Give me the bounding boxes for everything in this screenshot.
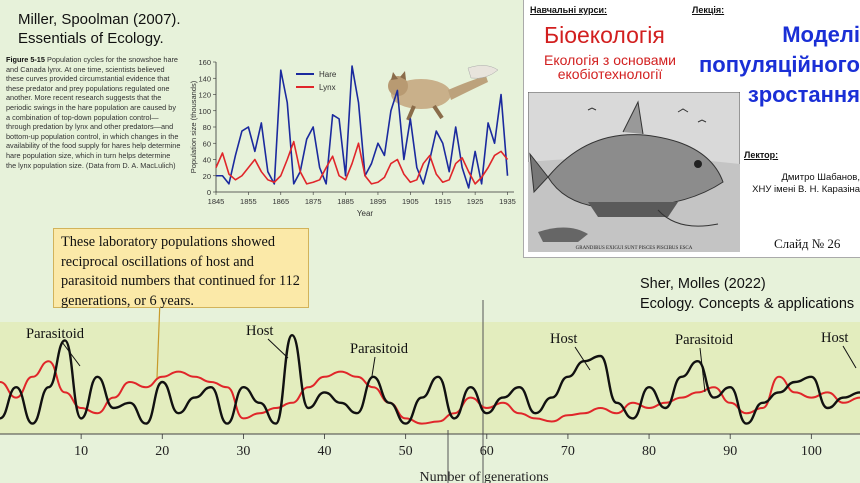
- x-tick-label: 1925: [467, 197, 484, 206]
- lector-info: Дмитро Шабанов, ХНУ імені В. Н. Каразіна: [734, 172, 860, 196]
- citation-bottom: Sher, Molles (2022) Ecology. Concepts & …: [640, 274, 854, 314]
- citation-bottom-line2: Ecology. Concepts & applications: [640, 296, 855, 312]
- y-tick-label: 140: [198, 74, 211, 83]
- x-tick-label: 1895: [370, 197, 387, 206]
- x-axis-label: Number of generations: [419, 470, 548, 483]
- lector-name: Дмитро Шабанов,: [781, 172, 860, 183]
- lector-affiliation: ХНУ імені В. Н. Каразіна: [752, 184, 860, 195]
- courses-label: Навчальні курси:: [530, 5, 608, 15]
- course-title: Біоекологія: [544, 22, 665, 48]
- y-tick-label: 0: [207, 188, 211, 197]
- lecture-title: Моделі популяційного зростання: [694, 20, 860, 110]
- citation-bottom-line1: Sher, Molles (2022): [640, 276, 766, 292]
- course-subtitle: Екологія з основами екобіотехнології: [543, 52, 677, 82]
- x-tick-label: 90: [723, 444, 737, 459]
- y-tick-label: 100: [198, 107, 211, 116]
- hare-lynx-chart: 0 20 40 60 80 100 120 140 160 1845 1855 1865 1875 188…: [189, 58, 516, 218]
- y-axis-label: Population size (thousands): [189, 80, 198, 173]
- callout-box: These laboratory populations showed reci…: [53, 228, 309, 309]
- legend-label-lynx: Lynx: [319, 83, 336, 92]
- big-fish-engraving: GRANDIBUS EXIGUI SUNT PISCES PISCIBUS ES…: [528, 92, 740, 252]
- annotation-parasitoid: Parasitoid: [675, 332, 734, 348]
- annotation-host: Host: [246, 323, 273, 339]
- lecture-label: Лекція:: [692, 5, 725, 15]
- callout-pointer: [156, 300, 161, 379]
- series-line-parasitoid: [0, 360, 860, 425]
- figure-caption-text: Population cycles for the snowshoe hare …: [6, 55, 181, 170]
- x-tick-label: 1885: [337, 197, 354, 206]
- y-tick-label: 120: [198, 91, 211, 100]
- x-tick-label: 70: [561, 444, 575, 459]
- lecture-title-line3: зростання: [747, 82, 860, 107]
- slide-number: Слайд № 26: [774, 236, 841, 251]
- annotation-parasitoid: Parasitoid: [26, 326, 85, 342]
- x-tick-label: 1915: [434, 197, 451, 206]
- y-tick-label: 160: [198, 58, 211, 67]
- x-tick-label: 20: [155, 444, 169, 459]
- annotation-pointer: [267, 338, 289, 359]
- x-tick-label: 100: [801, 444, 822, 459]
- x-tick-label: 60: [480, 444, 494, 459]
- x-axis-label: Year: [357, 209, 374, 218]
- engraving-caption: GRANDIBUS EXIGUI SUNT PISCES PISCIBUS ES…: [576, 246, 693, 251]
- plot-background: [0, 322, 860, 434]
- lynx-illustration: [388, 65, 499, 121]
- x-tick-label: 40: [318, 444, 332, 459]
- course-info-panel: Навчальні курси: Лекція: Біоекологія Еко…: [523, 0, 860, 258]
- annotation-pointer: [61, 341, 81, 367]
- y-tick-label: 40: [203, 156, 211, 165]
- lector-label: Лектор:: [744, 150, 779, 160]
- lecture-title-line1: Моделі: [782, 22, 860, 47]
- series-line-host: [0, 333, 860, 425]
- x-tick-label: 1905: [402, 197, 419, 206]
- citation-top-line1: Miller, Spoolman (2007).: [18, 11, 181, 28]
- annotation-parasitoid: Parasitoid: [350, 341, 409, 357]
- x-tick-label: 10: [74, 444, 88, 459]
- y-tick-label: 80: [203, 123, 211, 132]
- annotation-pointer: [842, 345, 857, 369]
- x-tick-label: 80: [642, 444, 656, 459]
- annotation-pointer: [699, 347, 706, 393]
- y-tick-label: 60: [203, 139, 211, 148]
- lecture-title-line2: популяційного: [699, 52, 860, 77]
- citation-top-line2: Essentials of Ecology.: [18, 30, 164, 47]
- x-tick-label: 1865: [272, 197, 289, 206]
- x-tick-label: 1855: [240, 197, 257, 206]
- series-line-lynx: [215, 140, 509, 185]
- x-tick-label: 50: [399, 444, 413, 459]
- series-line-hare: [216, 65, 509, 189]
- y-tick-label: 20: [203, 172, 211, 181]
- x-tick-label: 1845: [208, 197, 225, 206]
- x-tick-label: 1875: [305, 197, 322, 206]
- x-tick-label: 30: [236, 444, 250, 459]
- host-parasitoid-chart: 10 20 30 40 50 60 70 80 90 100 Number of generatio…: [0, 300, 860, 483]
- citation-top: Miller, Spoolman (2007). Essentials of E…: [18, 10, 181, 48]
- figure-label: Figure 5-15: [6, 55, 45, 64]
- chart-legend: Hare Lynx: [296, 70, 337, 92]
- annotation-pointer: [371, 356, 376, 377]
- figure-caption: Figure 5-15 Population cycles for the sn…: [6, 55, 182, 170]
- annotation-host: Host: [821, 330, 848, 346]
- x-tick-label: 1935: [499, 197, 516, 206]
- annotation-pointer: [574, 346, 591, 371]
- legend-label-hare: Hare: [319, 70, 337, 79]
- annotation-host: Host: [550, 331, 577, 347]
